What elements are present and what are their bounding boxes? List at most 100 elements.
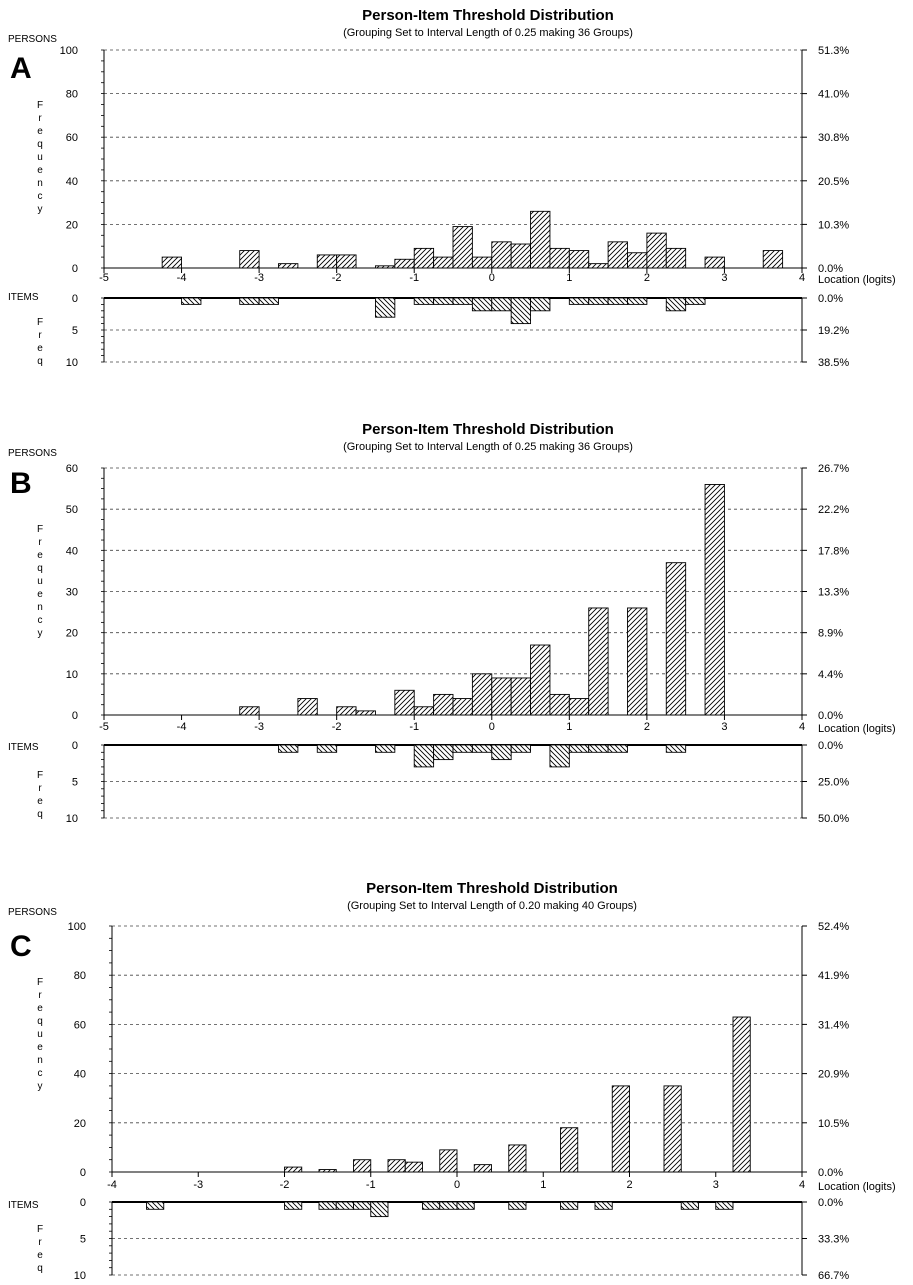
chart-subtitle: (Grouping Set to Interval Length of 0.25… [343,27,633,39]
person-ylabel-letter: c [38,615,43,626]
person-ylabel-letter: u [37,152,43,163]
person-bar [508,1144,527,1173]
person-ytick-label: 100 [60,45,78,57]
person-ylabel-letter: y [38,628,43,639]
person-bar [588,607,609,716]
item-bar [374,744,396,753]
person-pct-label: 0.0% [818,710,843,722]
item-bar [353,1201,372,1210]
item-bar [258,297,279,305]
person-bar [568,698,590,716]
item-ylabel-letter: q [37,1263,43,1274]
person-ytick-label: 40 [66,176,78,188]
x-tick-label: -1 [366,1179,376,1191]
person-ytick-label: 100 [68,921,86,933]
item-pct-label: 0.0% [818,740,843,752]
person-bar [355,710,376,716]
person-ylabel-letter: e [37,589,43,600]
person-bar [607,241,628,269]
person-pct-label: 8.9% [818,628,843,640]
person-pct-label: 22.2% [818,504,849,516]
persons-label: PERSONS [8,448,57,459]
panel-letter: B [10,467,32,500]
chart-title: Person-Item Threshold Distribution [362,7,614,24]
persons-label: PERSONS [8,34,57,45]
person-ylabel-letter: F [37,100,43,111]
x-tick-label: 4 [799,272,805,284]
item-bar [471,744,493,753]
item-ytick-label: 10 [66,357,78,369]
person-bar [646,232,667,269]
item-ylabel-letter: e [37,343,43,354]
person-bar [452,698,473,716]
x-tick-label: 0 [489,272,495,284]
x-tick-label: 4 [799,1179,805,1191]
item-ytick-label: 0 [72,740,78,752]
item-ylabel-letter: r [38,330,42,341]
person-ylabel-letter: q [37,1016,43,1027]
item-ytick-label: 10 [74,1270,86,1282]
item-ylabel-letter: F [37,1224,43,1235]
item-ytick-label: 0 [72,293,78,305]
item-bar [685,297,706,305]
item-bar [316,744,338,753]
person-ylabel-letter: F [37,524,43,535]
person-ylabel-letter: e [37,165,43,176]
x-tick-label: 4 [799,721,805,733]
item-bar [439,1201,458,1210]
item-ylabel-letter: q [37,809,43,820]
x-tick-label: -3 [193,1179,203,1191]
item-bar [530,297,551,312]
person-ytick-label: 60 [66,463,78,475]
person-bar [471,256,493,269]
item-bar [549,744,570,768]
item-ytick-label: 5 [72,325,78,337]
person-pct-label: 10.5% [818,1118,849,1130]
item-pct-label: 0.0% [818,293,843,305]
person-bar [394,689,415,716]
person-bar [336,254,357,269]
item-bar [715,1201,734,1210]
person-bar [473,1164,492,1173]
item-bar [568,744,590,753]
person-bar [471,673,493,716]
x-tick-label: 2 [644,272,650,284]
item-bar [491,297,512,312]
person-ytick-label: 60 [74,1019,86,1031]
x-tick-label: -3 [254,272,264,284]
person-ylabel-letter: u [37,576,43,587]
person-bar [433,256,454,269]
x-tick-label: 0 [454,1179,460,1191]
person-bar [665,562,687,716]
item-bar [422,1201,441,1210]
x-axis-label: Location (logits) [818,1181,896,1193]
x-tick-label: 3 [721,272,727,284]
item-bar [335,1201,354,1210]
person-bar [549,247,570,269]
items-label: ITEMS [8,292,39,303]
person-ylabel-letter: r [38,990,42,1001]
x-tick-label: 2 [644,721,650,733]
person-bar [549,693,570,716]
item-bar [370,1201,389,1218]
item-bar [607,297,628,305]
x-tick-label: -4 [107,1179,117,1191]
x-axis-label: Location (logits) [818,274,896,286]
item-bar [181,297,202,305]
item-bar [456,1201,475,1210]
item-bar [433,297,454,305]
item-bar [560,1201,579,1210]
item-pct-label: 50.0% [818,813,849,825]
item-ylabel-letter: e [37,796,43,807]
item-bar [433,744,454,761]
item-ytick-label: 0 [80,1197,86,1209]
person-pct-label: 51.3% [818,45,849,57]
chart-title: Person-Item Threshold Distribution [362,421,614,438]
panel-letter: C [10,930,32,963]
person-bar [611,1085,630,1173]
item-bar [471,297,493,312]
person-bar [439,1149,458,1173]
x-tick-label: 3 [713,1179,719,1191]
item-bar [146,1201,165,1210]
person-ytick-label: 20 [74,1118,86,1130]
